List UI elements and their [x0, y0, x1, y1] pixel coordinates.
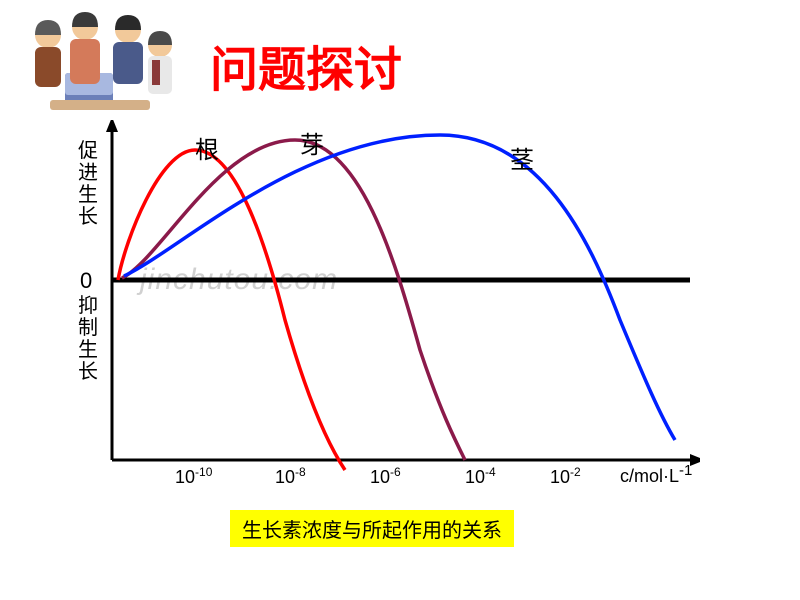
- chart-caption: 生长素浓度与所起作用的关系: [230, 510, 514, 547]
- series-label-root: 根: [195, 130, 219, 165]
- series-label-bud: 芽: [300, 125, 324, 160]
- x-axis-unit: c/mol·L-1: [620, 462, 692, 487]
- x-tick-3: 10-4: [465, 465, 496, 488]
- series-stem: [124, 135, 675, 440]
- series-root: [118, 150, 345, 470]
- y-axis-arrow: [106, 120, 118, 132]
- y-axis-label-promote: 促进生长: [78, 140, 98, 228]
- y-axis-label-inhibit: 抑制生长: [78, 295, 98, 383]
- page-title: 问题探讨: [210, 30, 402, 100]
- x-tick-0: 10-10: [175, 465, 212, 488]
- chart: 促进生长 0 抑制生长 根 芽 茎 10-10 10-8 10-6 10-4 1…: [100, 120, 700, 520]
- chart-svg: [100, 120, 700, 520]
- x-tick-2: 10-6: [370, 465, 401, 488]
- y-axis-zero: 0: [80, 268, 92, 294]
- x-tick-4: 10-2: [550, 465, 581, 488]
- series-bud: [122, 140, 465, 460]
- x-tick-1: 10-8: [275, 465, 306, 488]
- people-illustration: [10, 5, 190, 115]
- series-label-stem: 茎: [510, 140, 534, 175]
